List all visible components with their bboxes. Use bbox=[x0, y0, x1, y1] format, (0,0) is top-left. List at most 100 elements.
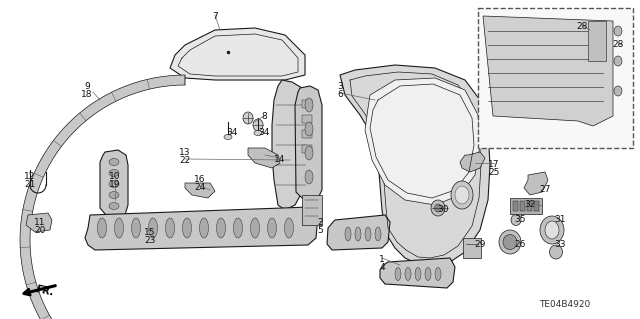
Bar bbox=[510, 198, 542, 214]
Polygon shape bbox=[26, 213, 52, 232]
Ellipse shape bbox=[503, 234, 517, 249]
Ellipse shape bbox=[305, 146, 313, 160]
Text: 22: 22 bbox=[179, 156, 191, 165]
Ellipse shape bbox=[200, 218, 209, 238]
Polygon shape bbox=[460, 152, 485, 172]
Polygon shape bbox=[248, 148, 280, 168]
Text: 10: 10 bbox=[109, 172, 121, 181]
Ellipse shape bbox=[109, 181, 119, 188]
Text: FR.: FR. bbox=[35, 284, 54, 298]
Text: 34: 34 bbox=[259, 128, 269, 137]
Ellipse shape bbox=[131, 218, 141, 238]
Polygon shape bbox=[85, 207, 318, 250]
Ellipse shape bbox=[148, 218, 157, 238]
Ellipse shape bbox=[250, 218, 259, 238]
Ellipse shape bbox=[499, 230, 521, 254]
Ellipse shape bbox=[425, 268, 431, 280]
Bar bbox=[302, 130, 312, 138]
Text: 23: 23 bbox=[144, 236, 156, 245]
Ellipse shape bbox=[431, 200, 445, 216]
Polygon shape bbox=[20, 75, 185, 319]
Text: 16: 16 bbox=[195, 175, 205, 184]
Ellipse shape bbox=[614, 86, 622, 96]
Ellipse shape bbox=[395, 268, 401, 280]
Ellipse shape bbox=[614, 56, 622, 66]
Bar bbox=[534, 201, 539, 211]
Polygon shape bbox=[524, 172, 548, 195]
Text: 8: 8 bbox=[261, 112, 267, 121]
Polygon shape bbox=[272, 80, 310, 210]
Text: 12: 12 bbox=[24, 172, 36, 181]
Text: 29: 29 bbox=[474, 240, 486, 249]
Ellipse shape bbox=[435, 204, 442, 212]
Text: 14: 14 bbox=[275, 155, 285, 164]
Bar bbox=[520, 201, 525, 211]
Polygon shape bbox=[100, 150, 128, 218]
Text: 5: 5 bbox=[317, 226, 323, 235]
Text: 25: 25 bbox=[488, 168, 500, 177]
Bar bbox=[302, 115, 312, 123]
Bar bbox=[588, 21, 606, 61]
Bar bbox=[478, 8, 633, 148]
Ellipse shape bbox=[540, 216, 564, 244]
Ellipse shape bbox=[253, 119, 263, 131]
Text: 4: 4 bbox=[379, 263, 385, 272]
Ellipse shape bbox=[285, 218, 294, 238]
Ellipse shape bbox=[182, 218, 191, 238]
Ellipse shape bbox=[115, 218, 124, 238]
Text: 24: 24 bbox=[195, 183, 205, 192]
Ellipse shape bbox=[109, 159, 119, 166]
Ellipse shape bbox=[415, 268, 421, 280]
Polygon shape bbox=[170, 28, 305, 80]
Text: 27: 27 bbox=[540, 185, 550, 194]
Ellipse shape bbox=[109, 191, 119, 198]
Ellipse shape bbox=[365, 227, 371, 241]
Text: 18: 18 bbox=[81, 90, 93, 99]
Text: 15: 15 bbox=[144, 228, 156, 237]
Bar bbox=[302, 100, 312, 108]
Polygon shape bbox=[365, 78, 480, 205]
Ellipse shape bbox=[451, 181, 473, 209]
Text: TE04B4920: TE04B4920 bbox=[540, 300, 591, 309]
Ellipse shape bbox=[405, 268, 411, 280]
Text: 21: 21 bbox=[24, 180, 36, 189]
Ellipse shape bbox=[305, 98, 313, 112]
Polygon shape bbox=[327, 215, 390, 250]
Bar bbox=[463, 238, 481, 258]
Polygon shape bbox=[295, 86, 322, 200]
Text: 1: 1 bbox=[379, 255, 385, 264]
Ellipse shape bbox=[511, 214, 521, 226]
Ellipse shape bbox=[243, 112, 253, 124]
Text: 9: 9 bbox=[84, 82, 90, 91]
Ellipse shape bbox=[234, 218, 243, 238]
Bar bbox=[527, 201, 532, 211]
Text: 11: 11 bbox=[35, 218, 45, 227]
Text: 17: 17 bbox=[488, 160, 500, 169]
Ellipse shape bbox=[305, 170, 313, 184]
Ellipse shape bbox=[305, 122, 313, 136]
Ellipse shape bbox=[224, 135, 232, 139]
Polygon shape bbox=[483, 16, 613, 126]
Text: 3: 3 bbox=[337, 82, 343, 91]
Bar bbox=[513, 201, 518, 211]
Ellipse shape bbox=[614, 26, 622, 36]
Polygon shape bbox=[380, 258, 455, 288]
Ellipse shape bbox=[455, 186, 469, 204]
Text: 34: 34 bbox=[227, 128, 237, 137]
Ellipse shape bbox=[97, 218, 106, 238]
Ellipse shape bbox=[166, 218, 175, 238]
Text: 6: 6 bbox=[337, 90, 343, 99]
Ellipse shape bbox=[109, 169, 119, 176]
Ellipse shape bbox=[435, 268, 441, 280]
Text: 28: 28 bbox=[612, 40, 624, 49]
Ellipse shape bbox=[216, 218, 225, 238]
Ellipse shape bbox=[268, 218, 276, 238]
Bar bbox=[302, 195, 322, 225]
Ellipse shape bbox=[375, 227, 381, 241]
Ellipse shape bbox=[550, 245, 563, 259]
Text: 26: 26 bbox=[515, 240, 525, 249]
Text: 2: 2 bbox=[317, 218, 323, 227]
Text: 33: 33 bbox=[554, 240, 566, 249]
Ellipse shape bbox=[355, 227, 361, 241]
Ellipse shape bbox=[254, 130, 262, 136]
